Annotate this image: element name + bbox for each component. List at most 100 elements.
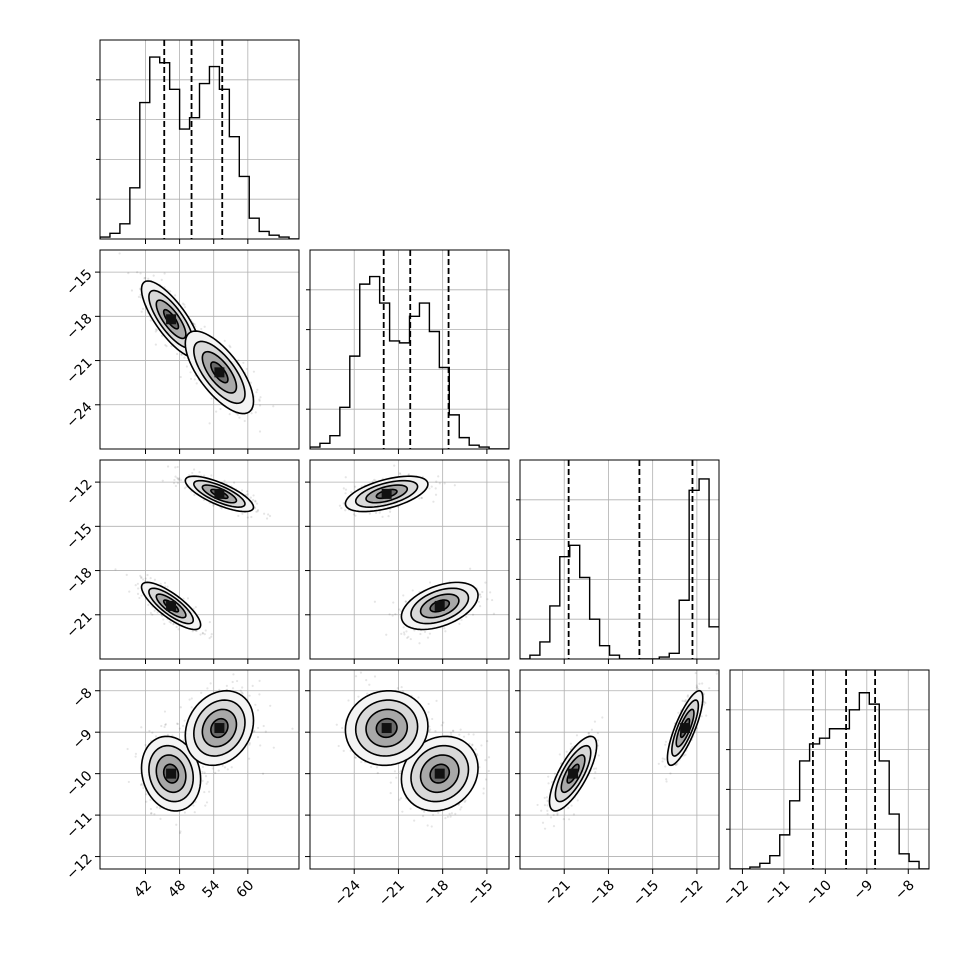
scatter-point: [252, 370, 256, 373]
scatter-point: [400, 686, 403, 689]
scatter-point: [205, 801, 209, 804]
scatter-point: [342, 749, 345, 752]
scatter-point: [127, 272, 130, 275]
scatter-point: [179, 375, 182, 379]
scatter-point: [413, 629, 416, 632]
scatter-point: [369, 765, 373, 768]
y-tick-label: −10: [63, 768, 95, 800]
panel-content: [100, 40, 299, 239]
scatter-point: [389, 781, 392, 784]
scatter-point: [376, 771, 379, 775]
scatter-point: [174, 466, 177, 469]
scatter-panel-1-0: −24−21−18−15: [63, 249, 300, 454]
scatter-point: [183, 811, 186, 814]
scatter-point: [403, 633, 406, 636]
scatter-point: [241, 686, 244, 689]
scatter-point: [704, 701, 707, 705]
scatter-point: [163, 710, 167, 713]
scatter-point: [156, 611, 159, 614]
scatter-point: [161, 614, 164, 618]
scatter-point: [208, 422, 211, 425]
scatter-point: [354, 756, 357, 759]
scatter-point: [341, 726, 344, 730]
scatter-point: [404, 600, 407, 603]
scatter-point: [169, 621, 173, 624]
scatter-point: [597, 754, 600, 757]
scatter-point: [468, 742, 471, 745]
scatter-point: [480, 744, 483, 747]
scatter-point: [176, 722, 179, 725]
scatter-point: [453, 484, 456, 487]
scatter-point: [166, 465, 170, 468]
panel-frame: [309, 669, 510, 870]
scatter-point: [259, 396, 262, 399]
scatter-point: [228, 344, 231, 347]
scatter-point: [241, 692, 244, 695]
scatter-point: [193, 378, 196, 381]
scatter-point: [163, 622, 166, 625]
scatter-point: [176, 482, 179, 485]
scatter-point: [465, 615, 468, 618]
scatter-point: [159, 582, 162, 585]
scatter-point: [164, 723, 167, 726]
scatter-point: [342, 502, 345, 505]
scatter-point: [176, 465, 179, 469]
scatter-point: [540, 809, 543, 812]
scatter-point: [398, 608, 401, 611]
scatter-point: [596, 732, 599, 735]
scatter-point: [201, 779, 204, 782]
scatter-point: [162, 618, 165, 621]
scatter-point: [248, 742, 251, 745]
histogram-panel-2: [516, 459, 720, 664]
scatter-point: [550, 780, 554, 784]
scatter-point: [349, 749, 352, 752]
scatter-point: [219, 407, 222, 411]
density-peak: [381, 723, 392, 734]
scatter-point: [203, 790, 206, 794]
scatter-point: [471, 613, 475, 616]
scatter-point: [400, 632, 403, 635]
scatter-point: [596, 739, 600, 742]
scatter-point: [252, 494, 255, 497]
scatter-point: [209, 682, 212, 685]
scatter-point: [149, 807, 153, 811]
y-tick-label: −18: [63, 311, 95, 343]
x-tick-label: −15: [464, 877, 496, 909]
scatter-point: [373, 600, 377, 603]
scatter-point: [431, 717, 434, 721]
scatter-point: [402, 631, 406, 634]
scatter-point: [248, 694, 251, 697]
scatter-point: [344, 488, 348, 491]
scatter-point: [170, 345, 173, 348]
scatter-point: [698, 682, 701, 685]
scatter-point: [147, 277, 150, 280]
scatter-point: [203, 633, 206, 636]
scatter-point: [185, 485, 188, 488]
scatter-point: [182, 739, 185, 742]
scatter-point: [373, 478, 376, 481]
density-peak: [166, 768, 177, 779]
scatter-point: [151, 613, 154, 616]
scatter-point: [236, 413, 239, 416]
scatter-point: [140, 576, 143, 580]
scatter-point: [240, 691, 243, 694]
scatter-point: [163, 581, 167, 584]
scatter-point: [449, 815, 452, 818]
scatter-point: [452, 729, 455, 732]
scatter-point: [246, 516, 249, 519]
scatter-point: [137, 587, 140, 590]
y-tick-label: −15: [63, 266, 95, 298]
scatter-point: [258, 399, 261, 402]
scatter-point: [183, 356, 186, 359]
scatter-point: [201, 632, 204, 635]
scatter-point: [130, 289, 134, 292]
scatter-point: [163, 272, 166, 275]
scatter-point: [182, 597, 185, 600]
scatter-panel-3-2: −21 −18 −15 −12: [515, 669, 720, 910]
scatter-point: [125, 573, 128, 576]
scatter-point: [183, 487, 187, 490]
scatter-point: [256, 736, 260, 739]
density-peak: [166, 600, 177, 611]
scatter-point: [567, 818, 571, 821]
panel-content: [338, 464, 496, 645]
